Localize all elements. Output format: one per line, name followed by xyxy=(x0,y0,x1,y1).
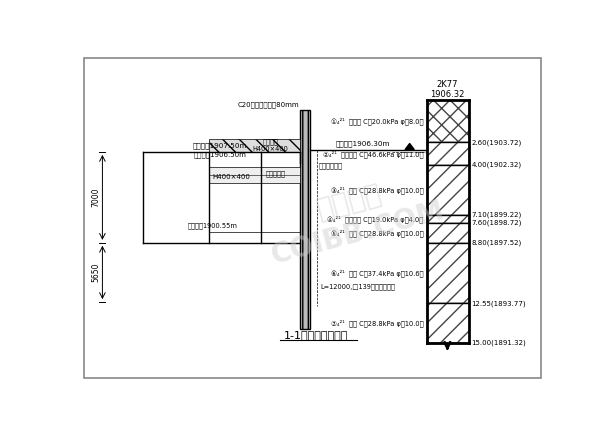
Text: ⑥₄²¹  粘土 C：37.4kPa φ：10.6度: ⑥₄²¹ 粘土 C：37.4kPa φ：10.6度 xyxy=(331,269,423,277)
Bar xyxy=(426,165,469,215)
Bar xyxy=(300,110,309,329)
Text: ①₄²¹  素声土 C：20.0kPa φ：8.0度: ①₄²¹ 素声土 C：20.0kPa φ：8.0度 xyxy=(331,118,423,125)
Text: L=12000,□139钉杆核桶桄山: L=12000,□139钉杆核桶桄山 xyxy=(320,283,395,290)
Text: 2K77
1906.32: 2K77 1906.32 xyxy=(430,80,465,99)
Text: 圆支撅中樯: 圆支撅中樯 xyxy=(266,170,285,177)
Text: 土木在线
COIBB.COM: 土木在线 COIBB.COM xyxy=(259,165,448,270)
Text: ⑤₄²¹  粘土 C：28.8kPa φ：10.0度: ⑤₄²¹ 粘土 C：28.8kPa φ：10.0度 xyxy=(331,229,423,237)
Bar xyxy=(426,215,469,223)
Text: 8.80(1897.52): 8.80(1897.52) xyxy=(472,239,522,246)
Text: 4.00(1902.32): 4.00(1902.32) xyxy=(472,162,522,168)
Polygon shape xyxy=(405,143,414,149)
Text: 初始地下水位: 初始地下水位 xyxy=(319,162,343,169)
Bar xyxy=(426,303,469,343)
Text: 7.10(1899.22): 7.10(1899.22) xyxy=(472,212,522,219)
Text: ④₄²¹  粗屑粘土 C：19.0kPa φ：4.0度: ④₄²¹ 粗屑粘土 C：19.0kPa φ：4.0度 xyxy=(327,216,423,223)
Bar xyxy=(209,167,300,183)
Text: 圆周大梁
H400×400: 圆周大梁 H400×400 xyxy=(253,138,288,152)
Text: 7000: 7000 xyxy=(91,187,100,207)
Text: 2.60(1903.72): 2.60(1903.72) xyxy=(472,139,522,146)
Text: ⑦₄²¹  粘土 C：28.8kPa φ：10.0度: ⑦₄²¹ 粘土 C：28.8kPa φ：10.0度 xyxy=(331,319,423,327)
Text: H400×400: H400×400 xyxy=(213,174,251,180)
Text: C20型钉板桶顶部80mm: C20型钉板桶顶部80mm xyxy=(238,101,300,108)
Bar xyxy=(426,243,469,303)
Text: 12.55(1893.77): 12.55(1893.77) xyxy=(472,300,526,307)
Text: 7.60(1898.72): 7.60(1898.72) xyxy=(472,220,522,226)
Bar xyxy=(426,143,469,165)
Text: 道路标高1906.30m: 道路标高1906.30m xyxy=(336,141,390,147)
Text: 道路标高1906.50m: 道路标高1906.50m xyxy=(194,152,246,158)
Text: 地下水位1900.55m: 地下水位1900.55m xyxy=(188,222,237,229)
Text: 地面标高1907.50m: 地面标高1907.50m xyxy=(193,142,248,149)
Text: 15.00(1891.32): 15.00(1891.32) xyxy=(472,340,526,346)
Bar xyxy=(426,223,469,243)
Text: ③₄²¹  粘土 C：28.8kPa φ：10.0度: ③₄²¹ 粘土 C：28.8kPa φ：10.0度 xyxy=(331,186,423,194)
Bar xyxy=(209,139,300,152)
Text: 5650: 5650 xyxy=(91,263,100,282)
Text: 1-1支护结构剪面图: 1-1支护结构剪面图 xyxy=(284,330,349,340)
Bar xyxy=(426,100,469,143)
Text: ②₄²¹  挪动淡土 C：46.6kPa φ：11.0度: ②₄²¹ 挪动淡土 C：46.6kPa φ：11.0度 xyxy=(323,150,423,158)
